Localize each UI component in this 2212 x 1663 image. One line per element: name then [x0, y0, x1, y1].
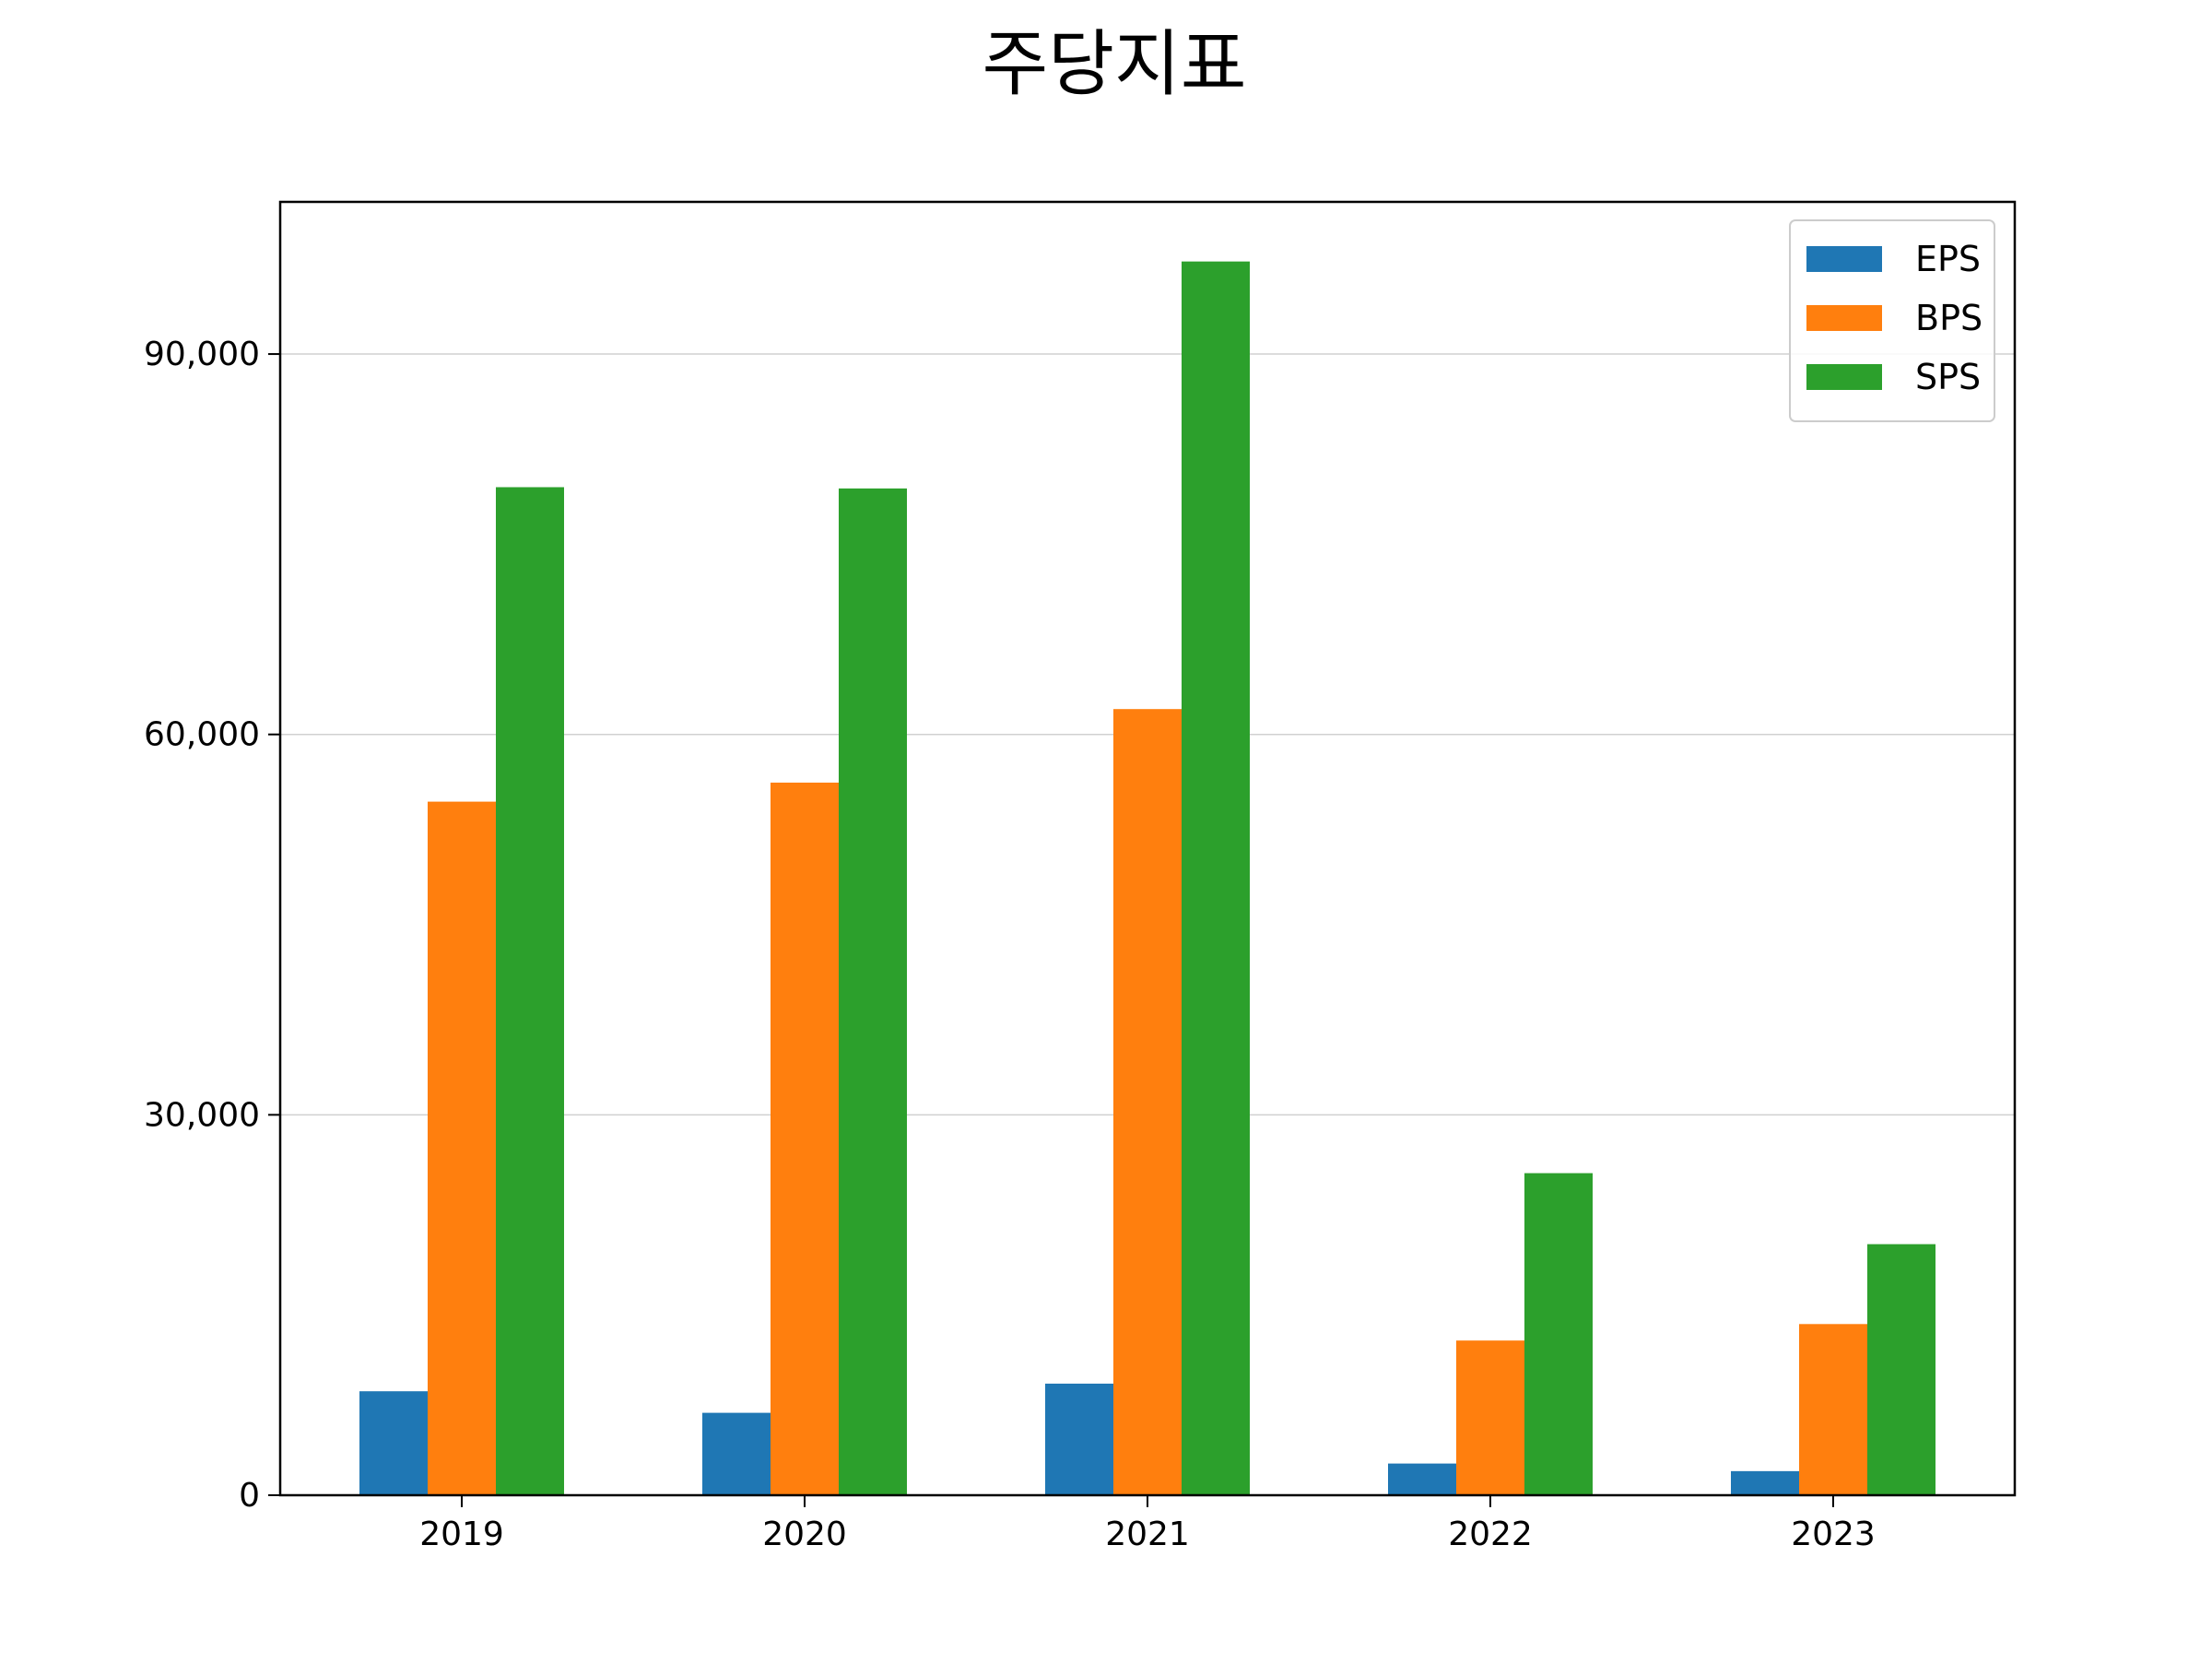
bar-eps-2020: [702, 1412, 771, 1495]
y-tick-label-3: 90,000: [144, 336, 260, 373]
bar-bps-2020: [771, 782, 839, 1495]
bar-bps-2022: [1456, 1340, 1524, 1495]
y-tick-label-2: 60,000: [144, 716, 260, 754]
legend: EPS BPS SPS: [1789, 219, 1995, 422]
bar-sps-2019: [496, 487, 564, 1495]
y-tick-label-1: 30,000: [144, 1096, 260, 1134]
bars: [359, 261, 1936, 1495]
bar-bps-2023: [1799, 1324, 1867, 1495]
x-tick-label-2022: 2022: [1448, 1516, 1533, 1553]
bar-eps-2019: [359, 1391, 428, 1495]
x-tick-label-2023: 2023: [1791, 1516, 1876, 1553]
legend-swatch-eps: [1806, 246, 1882, 272]
bar-eps-2021: [1045, 1383, 1113, 1495]
bar-sps-2021: [1182, 261, 1250, 1495]
bar-sps-2020: [839, 488, 907, 1495]
legend-label-eps: EPS: [1915, 239, 1981, 279]
x-tick-label-2020: 2020: [762, 1516, 847, 1553]
plot-frame: [278, 200, 2017, 1497]
legend-label-sps: SPS: [1915, 357, 1981, 397]
bar-bps-2021: [1113, 709, 1182, 1495]
x-tick-label-2021: 2021: [1105, 1516, 1190, 1553]
bar-bps-2019: [428, 801, 496, 1495]
x-tick-label-2019: 2019: [419, 1516, 504, 1553]
bar-sps-2023: [1867, 1244, 1936, 1495]
axes: 0 30,000 60,000 90,000 2019 2020 2021 2022 2023: [144, 200, 2017, 1553]
legend-swatch-sps: [1806, 364, 1882, 390]
bar-sps-2022: [1524, 1173, 1593, 1495]
bar-eps-2023: [1731, 1470, 1799, 1495]
bar-eps-2022: [1388, 1463, 1456, 1495]
legend-swatch-bps: [1806, 305, 1882, 331]
legend-label-bps: BPS: [1915, 298, 1983, 338]
y-tick-label-0: 0: [239, 1477, 260, 1515]
chart-title: 주당지표: [982, 23, 1246, 106]
